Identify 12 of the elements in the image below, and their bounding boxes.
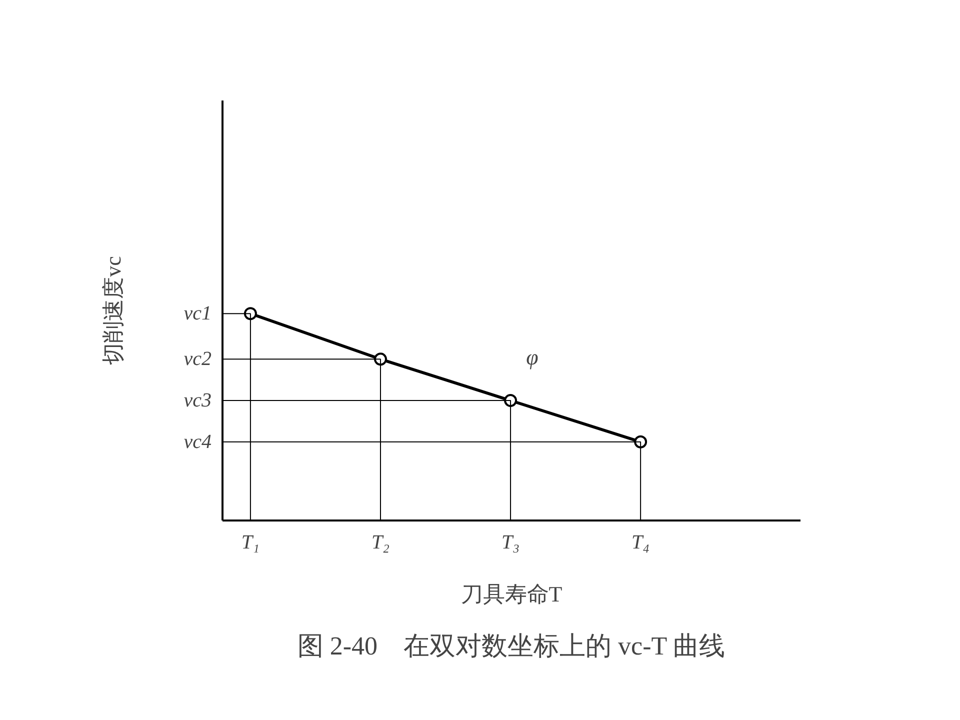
x-tick-label: T₃ <box>501 532 520 554</box>
ref-line-label: vc4 <box>184 430 212 453</box>
x-tick-label: T₁ <box>241 532 260 554</box>
ref-line-label: vc3 <box>184 390 212 412</box>
x-tick-label: T₄ <box>632 532 650 554</box>
text: 图 2-40 在双对数坐标上的 vc-T 曲线 <box>297 632 726 660</box>
ref-line-label: vc1 <box>184 302 212 325</box>
x-axis-title: 刀具寿命T <box>460 582 563 606</box>
y-axis-title: 切削速度vc <box>100 256 126 365</box>
x-tick-label: T₂ <box>371 532 390 554</box>
annotation: φ <box>526 344 538 370</box>
ref-line-label: vc2 <box>184 348 212 370</box>
